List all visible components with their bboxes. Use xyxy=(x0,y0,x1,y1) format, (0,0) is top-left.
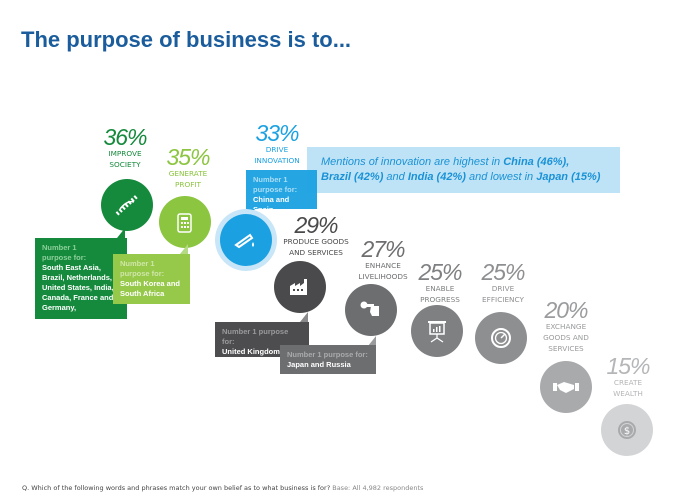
percentage: 29% xyxy=(294,212,338,238)
percentage: 27% xyxy=(361,236,405,262)
percentage: 25% xyxy=(418,259,462,285)
percentage: 15% xyxy=(606,353,650,379)
label: ENABLE xyxy=(425,284,455,293)
label: EXCHANGE xyxy=(545,322,587,331)
callout-improve-society: Number 1 purpose for: South East Asia, B… xyxy=(35,238,127,319)
dollar-coin-icon: $ xyxy=(601,404,653,456)
svg-text:$: $ xyxy=(624,426,630,437)
label: SOCIETY xyxy=(109,160,141,169)
handshake-icon xyxy=(540,361,592,413)
item-generate-profit: 35% GENERATE PROFIT xyxy=(166,144,210,190)
dna-icon xyxy=(101,179,153,231)
label: IMPROVE xyxy=(108,149,142,158)
callout-drive-innovation: Number 1 purpose for: China and Spain xyxy=(246,170,317,214)
innovation-note: Mentions of innovation are highest in Ch… xyxy=(307,147,620,193)
label: ENHANCE xyxy=(365,261,401,270)
calculator-icon xyxy=(159,196,211,248)
percentage: 36% xyxy=(103,124,147,150)
percentage: 33% xyxy=(255,120,299,146)
percentage: 35% xyxy=(166,144,210,170)
label: WEALTH xyxy=(613,389,643,398)
footnote: Q. Which of the following words and phra… xyxy=(22,484,424,492)
label: PROFIT xyxy=(174,180,202,189)
speedometer-icon xyxy=(475,312,527,364)
item-enable-progress: 25% ENABLE PROGRESS xyxy=(418,259,462,305)
label: PRODUCE GOODS xyxy=(283,237,349,246)
label: DRIVE xyxy=(491,284,515,293)
item-enhance-livelihoods: 27% ENHANCE LIVELIHOODS xyxy=(358,238,407,282)
item-drive-efficiency: 25% DRIVE EFFICIENCY xyxy=(481,259,525,305)
percentage: 20% xyxy=(544,297,588,323)
item-exchange-goods: 20% EXCHANGE GOODS AND SERVICES xyxy=(543,299,589,354)
item-improve-society: 36% IMPROVE SOCIETY xyxy=(103,124,147,170)
item-create-wealth: 15% CREATE WEALTH xyxy=(606,353,650,399)
callout-enhance-livelihoods: Number 1 purpose for: Japan and Russia xyxy=(280,345,376,374)
presentation-chart-icon xyxy=(411,305,463,357)
label: GOODS AND xyxy=(543,333,589,342)
label: PROGRESS xyxy=(420,295,460,304)
label: CREATE xyxy=(613,378,643,387)
callout-generate-profit: Number 1 purpose for: South Korea and So… xyxy=(113,254,190,304)
label: LIVELIHOODS xyxy=(358,272,408,281)
pointer xyxy=(117,228,125,238)
item-produce-goods: 29% PRODUCE GOODS AND SERVICES xyxy=(283,214,349,258)
wrench-hand-icon xyxy=(345,284,397,336)
label: INNOVATION xyxy=(254,156,300,165)
item-drive-innovation: 33% DRIVE INNOVATION xyxy=(254,122,299,166)
pointer xyxy=(368,336,376,346)
test-tube-icon xyxy=(215,209,277,271)
label: DRIVE xyxy=(265,145,289,154)
factory-icon xyxy=(274,261,326,313)
pointer xyxy=(180,244,188,254)
label: EFFICIENCY xyxy=(482,295,524,304)
label: GENERATE xyxy=(168,169,208,178)
label: AND SERVICES xyxy=(289,248,343,257)
pointer xyxy=(300,312,308,322)
page-title: The purpose of business is to... xyxy=(21,27,352,52)
label: SERVICES xyxy=(548,344,584,353)
percentage: 25% xyxy=(481,259,525,285)
